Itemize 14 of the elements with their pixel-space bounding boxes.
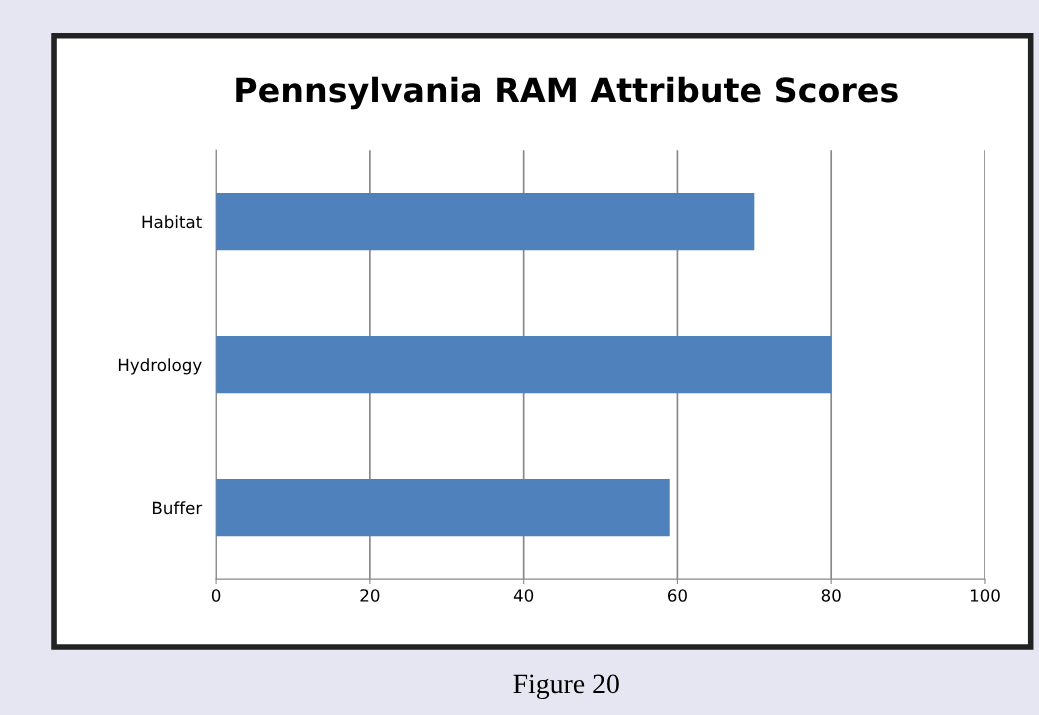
x-tick-label: 0 (211, 589, 221, 602)
bar (216, 193, 755, 251)
x-tick-label: 40 (513, 589, 534, 602)
bar (216, 479, 670, 537)
chart-title: Pennsylvania RAM Attribute Scores (236, 76, 898, 110)
bar (216, 336, 832, 394)
y-tick-label: Buffer (153, 501, 203, 515)
y-tick-label: Habitat (142, 215, 202, 229)
x-tick-label: 100 (970, 589, 1000, 602)
x-tick-label: 80 (821, 589, 841, 602)
x-tick-label: 20 (360, 589, 380, 602)
y-tick-label: Hydrology (118, 358, 202, 375)
caption: Figure 20 (513, 674, 619, 699)
x-tick-label: 60 (667, 589, 687, 602)
